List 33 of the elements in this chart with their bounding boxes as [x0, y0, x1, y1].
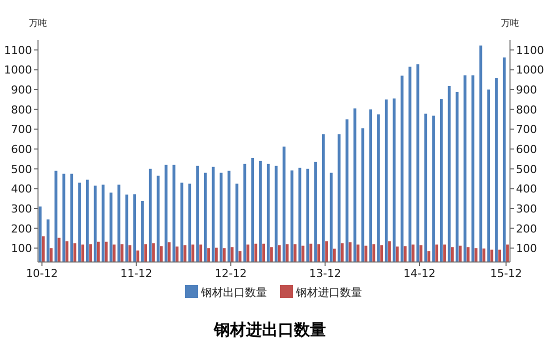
y-tick-label: 600: [11, 143, 32, 156]
y-tick-label: 100: [11, 242, 32, 256]
x-tick-label: 15-12: [490, 267, 522, 280]
y-tick-label: 400: [11, 182, 32, 196]
y2-tick-label: 100: [516, 242, 537, 256]
y2-tick-label: 700: [516, 123, 537, 136]
legend-label: 钢材进口数量: [295, 286, 362, 299]
y2-tick-label: 400: [516, 182, 537, 196]
y2-tick-label: 900: [516, 84, 537, 97]
x-tick-label: 12-12: [214, 267, 247, 280]
y2-tick-label: 1100: [516, 44, 544, 57]
y2-tick-label: 500: [516, 162, 537, 176]
y-tick-label: 700: [11, 123, 32, 136]
y-axis-title: 万吨: [29, 18, 47, 29]
y-tick-label: 800: [11, 103, 32, 116]
y2-tick-label: 800: [516, 103, 537, 116]
legend-label: 钢材出口数量: [200, 286, 267, 299]
x-tick-label: 11-12: [120, 267, 152, 280]
x-tick-label: 10-12: [26, 267, 58, 280]
y-tick-label: 200: [11, 222, 32, 236]
x-tick-label: 13-12: [309, 267, 342, 280]
y-tick-label: 1000: [4, 64, 32, 77]
text: 钢材进出口数量: [213, 321, 326, 339]
y-tick-label: 300: [11, 202, 32, 216]
y2-tick-label: 1000: [516, 64, 544, 77]
y-tick-label: 500: [11, 162, 32, 176]
y-tick-label: 1100: [4, 44, 32, 57]
y2-axis-title: 万吨: [501, 18, 519, 29]
y2-tick-label: 300: [516, 202, 537, 216]
y-tick-label: 900: [11, 84, 32, 97]
x-tick-label: 14-12: [404, 267, 436, 280]
y2-tick-label: 600: [516, 143, 537, 156]
y2-tick-label: 200: [516, 222, 537, 236]
